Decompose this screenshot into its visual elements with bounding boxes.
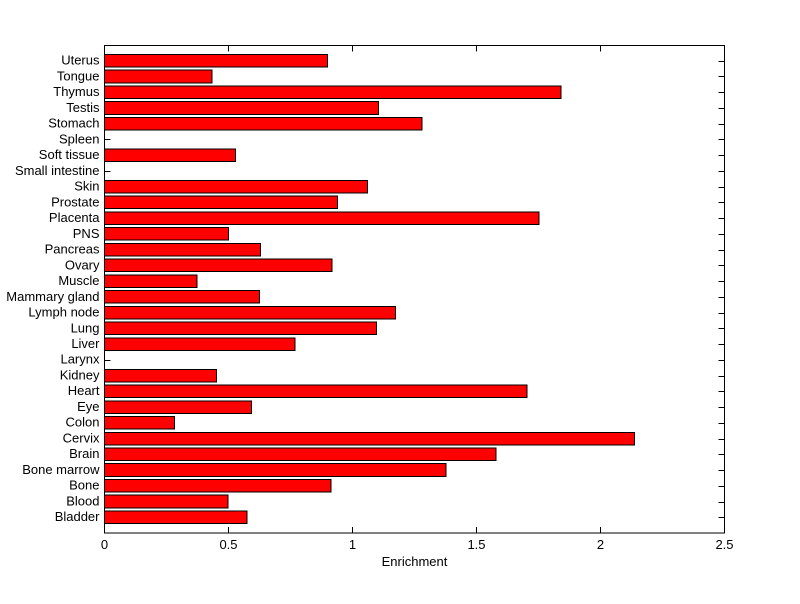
svg-text:Tongue: Tongue	[57, 68, 100, 83]
svg-text:Lymph node: Lymph node	[28, 305, 99, 320]
svg-text:Placenta: Placenta	[49, 210, 100, 225]
svg-text:Bone marrow: Bone marrow	[22, 462, 100, 477]
svg-text:Pancreas: Pancreas	[45, 242, 100, 257]
svg-text:Larynx: Larynx	[60, 352, 100, 367]
svg-text:0.5: 0.5	[219, 537, 237, 552]
svg-text:Testis: Testis	[66, 100, 100, 115]
svg-text:Heart: Heart	[68, 383, 100, 398]
svg-text:Enrichment: Enrichment	[382, 554, 448, 569]
svg-text:Stomach: Stomach	[48, 116, 99, 131]
svg-text:Kidney: Kidney	[60, 367, 100, 382]
svg-text:Brain: Brain	[69, 446, 99, 461]
svg-text:2.5: 2.5	[715, 537, 733, 552]
svg-text:Bone: Bone	[69, 478, 99, 493]
svg-text:Mammary gland: Mammary gland	[6, 289, 99, 304]
svg-text:Prostate: Prostate	[51, 194, 99, 209]
svg-text:Skin: Skin	[74, 179, 99, 194]
svg-text:Eye: Eye	[77, 399, 99, 414]
svg-text:Spleen: Spleen	[59, 131, 99, 146]
svg-text:Lung: Lung	[71, 320, 100, 335]
svg-text:Small intestine: Small intestine	[15, 163, 100, 178]
svg-text:Soft tissue: Soft tissue	[39, 147, 100, 162]
svg-text:Thymus: Thymus	[53, 84, 100, 99]
svg-text:0: 0	[101, 537, 108, 552]
svg-text:Ovary: Ovary	[65, 257, 100, 272]
svg-text:1: 1	[349, 537, 356, 552]
svg-text:PNS: PNS	[73, 226, 100, 241]
svg-text:Blood: Blood	[66, 493, 99, 508]
svg-text:Colon: Colon	[66, 415, 100, 430]
svg-text:Bladder: Bladder	[55, 509, 100, 524]
svg-text:Uterus: Uterus	[61, 53, 100, 68]
svg-text:Cervix: Cervix	[63, 430, 100, 445]
svg-text:Muscle: Muscle	[58, 273, 99, 288]
svg-text:2: 2	[597, 537, 604, 552]
svg-text:Liver: Liver	[71, 336, 100, 351]
svg-text:1.5: 1.5	[467, 537, 485, 552]
